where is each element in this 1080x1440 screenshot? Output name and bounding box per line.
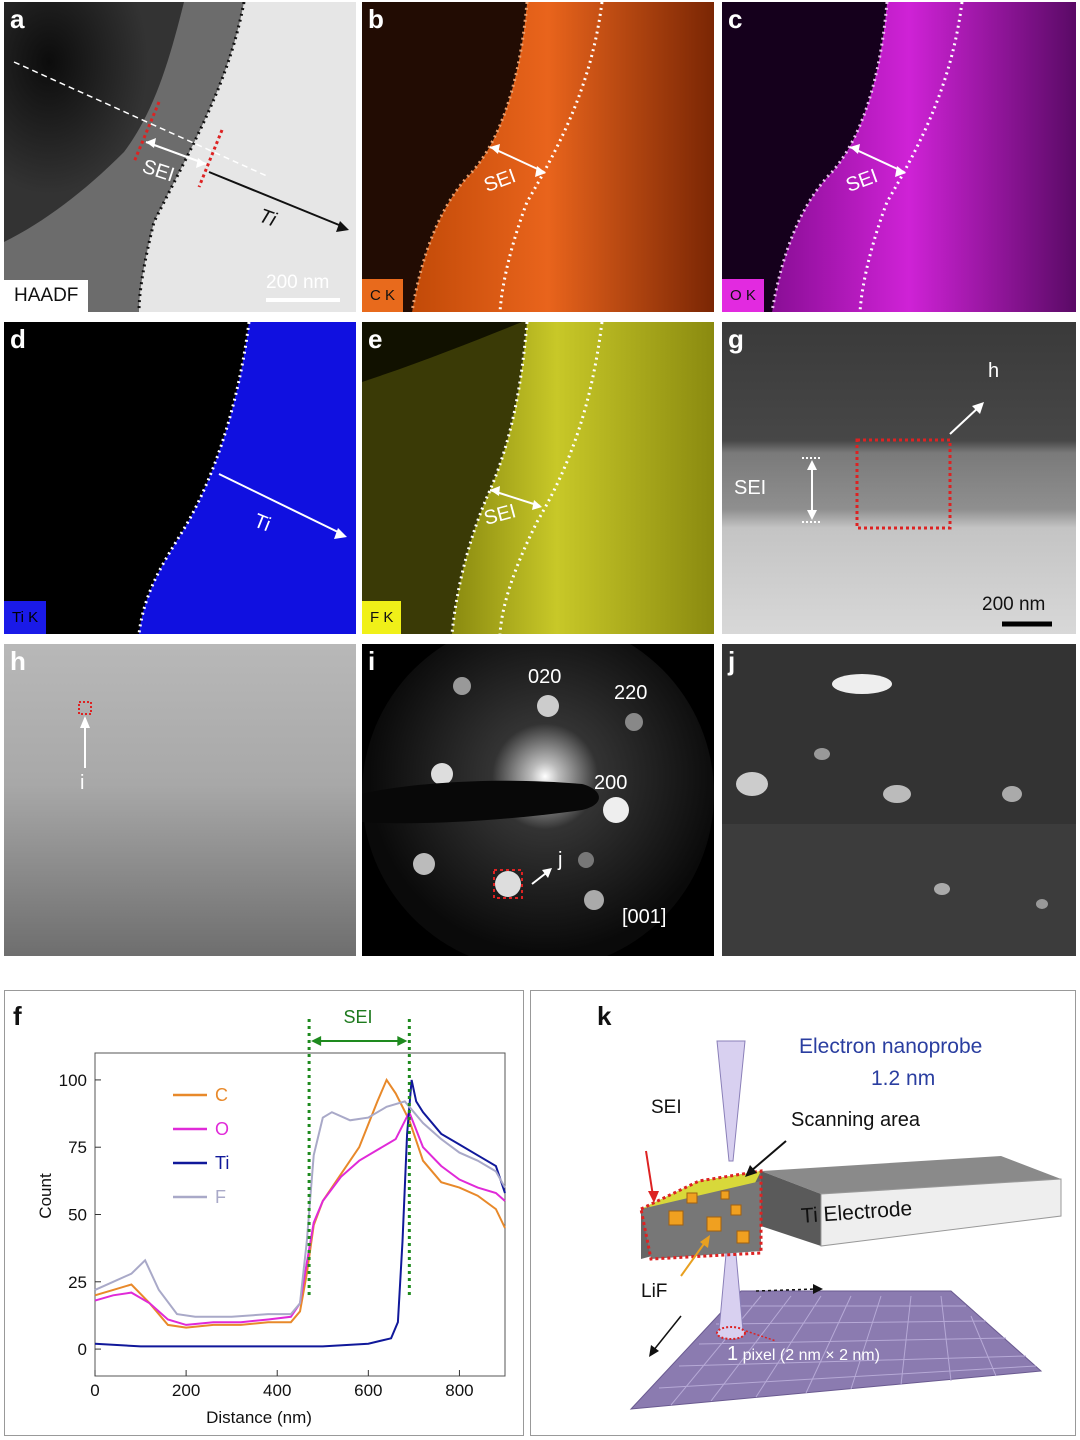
electron-beam-top <box>716 1040 746 1162</box>
panel-label: f <box>13 1001 22 1031</box>
index-200: 200 <box>594 772 628 794</box>
panel-c: c SEI O K <box>722 2 1076 312</box>
panel-k: k <box>530 990 1076 1436</box>
panel-label: d <box>10 324 26 354</box>
legend-label: C <box>215 1085 228 1105</box>
panel-label: k <box>597 1001 612 1031</box>
scale-bar-label: 200 nm <box>982 594 1046 615</box>
y-axis-label: Count <box>36 1173 55 1219</box>
probe-title-2: 1.2 nm <box>871 1067 936 1090</box>
panel-label: h <box>10 646 26 676</box>
x-tick-label: 800 <box>445 1381 473 1400</box>
panel-label: a <box>10 4 25 34</box>
y-tick-label: 75 <box>68 1138 87 1157</box>
carbon-map <box>362 2 714 312</box>
panel-a: a SEI Ti 200 nm HAADF <box>4 2 356 312</box>
x-tick-label: 600 <box>354 1381 382 1400</box>
pixel-size: pixel (2 nm × 2 nm) <box>742 1347 880 1364</box>
panel-j: j <box>722 644 1076 956</box>
diffraction-pattern <box>362 644 714 956</box>
legend-label: Ti <box>215 1153 229 1173</box>
x-tick-label: 200 <box>172 1381 200 1400</box>
pixel-count: 1 <box>727 1343 739 1365</box>
h-label: h <box>988 360 1000 382</box>
titanium-tag: Ti K <box>4 601 47 634</box>
schematic <box>629 1040 1062 1410</box>
electrode-top <box>761 1156 1061 1194</box>
sei-label: SEI <box>343 1007 372 1027</box>
x-axis-label: Distance (nm) <box>206 1408 312 1427</box>
magnified-image <box>4 644 356 956</box>
legend-label: F <box>215 1187 226 1207</box>
carbon-tag: C K <box>362 279 404 312</box>
i-label: i <box>80 772 85 794</box>
lif-label: LiF <box>641 1281 668 1302</box>
zone-axis: [001] <box>622 906 667 928</box>
y-tick-label: 100 <box>59 1071 87 1090</box>
pixel-label: 1 pixel (2 nm × 2 nm) <box>727 1343 880 1366</box>
series-line-O <box>94 1109 506 1326</box>
panel-label: e <box>368 324 383 354</box>
fluorine-tag: F K <box>362 601 402 634</box>
legend-label: O <box>215 1119 229 1139</box>
scanning-area-label: Scanning area <box>791 1109 920 1131</box>
series-line-C <box>94 1077 506 1329</box>
arrowhead <box>397 1036 408 1046</box>
plot-frame <box>94 1052 506 1377</box>
panel-b: b SEI C K <box>362 2 714 312</box>
panel-i: i 020 220 200 [001] j <box>362 644 714 956</box>
index-020: 020 <box>528 666 562 688</box>
x-tick-label: 0 <box>90 1381 99 1400</box>
haadf-image <box>4 2 356 312</box>
panel-label: c <box>728 4 743 34</box>
sei-label: SEI <box>651 1097 682 1118</box>
panel-label: j <box>728 646 736 676</box>
panel-f: f 0 200 400 600 800 0 25 50 75 100 C O Ti F Distance… <box>4 990 524 1436</box>
electrode-front <box>820 1178 1062 1247</box>
sei-label: SEI <box>734 477 767 499</box>
panel-label: g <box>728 324 744 354</box>
probe-title-1: Electron nanoprobe <box>799 1035 983 1058</box>
fluorine-map <box>362 322 714 634</box>
stem-image <box>722 322 1076 634</box>
line-chart: 0 200 400 600 800 0 25 50 75 100 CO Ti F Distance (… <box>36 1007 506 1427</box>
oxygen-map <box>722 2 1076 312</box>
panel-h: h i <box>4 644 356 956</box>
x-tick-label: 400 <box>263 1381 291 1400</box>
series-line-Ti <box>94 1079 506 1348</box>
y-tick-label: 25 <box>68 1273 87 1292</box>
haadf-tag: HAADF <box>4 280 89 312</box>
panel-label: b <box>368 4 384 34</box>
panel-d: d Ti Ti K <box>4 322 356 634</box>
panel-e: e SEI F K <box>362 322 714 634</box>
panel-label: i <box>368 646 376 676</box>
oxygen-tag: O K <box>722 279 764 312</box>
panel-g: g SEI h 200 nm <box>722 322 1076 634</box>
y-tick-label: 50 <box>68 1206 87 1225</box>
titanium-map <box>137 322 356 634</box>
index-220: 220 <box>614 682 648 704</box>
arrowhead <box>311 1036 322 1046</box>
y-tick-label: 0 <box>78 1340 87 1359</box>
series-line-F <box>94 1100 506 1318</box>
scale-bar-label: 200 nm <box>266 272 330 293</box>
j-label: j <box>558 849 563 871</box>
dark-field-image <box>722 644 1076 956</box>
